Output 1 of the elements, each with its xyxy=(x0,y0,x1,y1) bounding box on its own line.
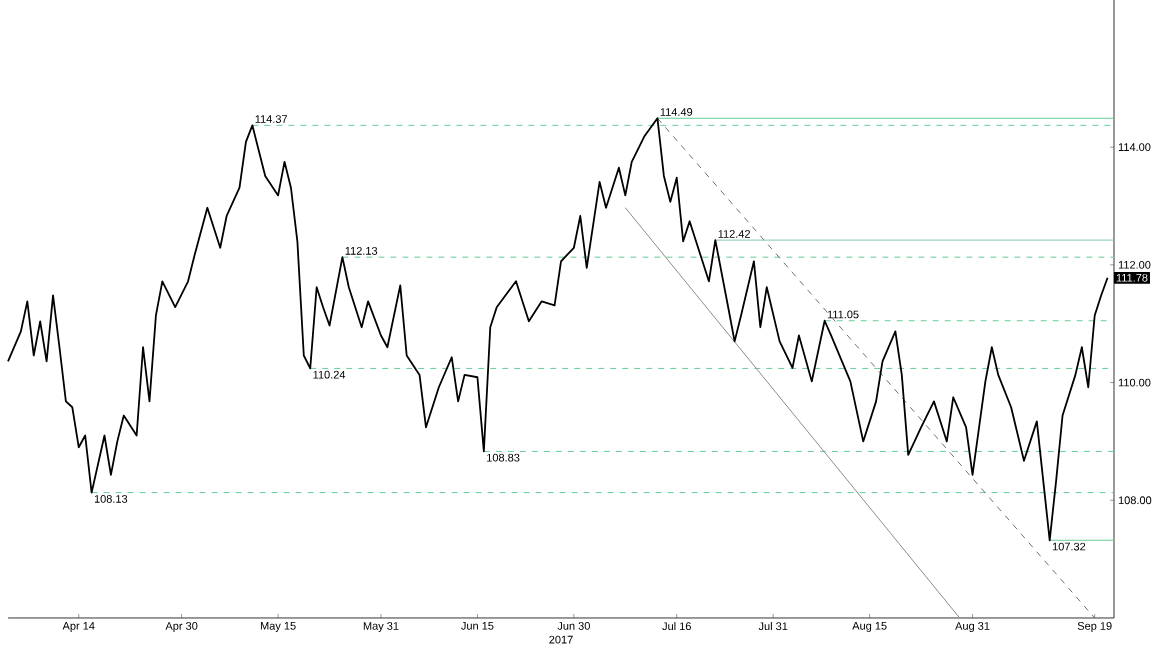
line-series xyxy=(7,117,1109,542)
